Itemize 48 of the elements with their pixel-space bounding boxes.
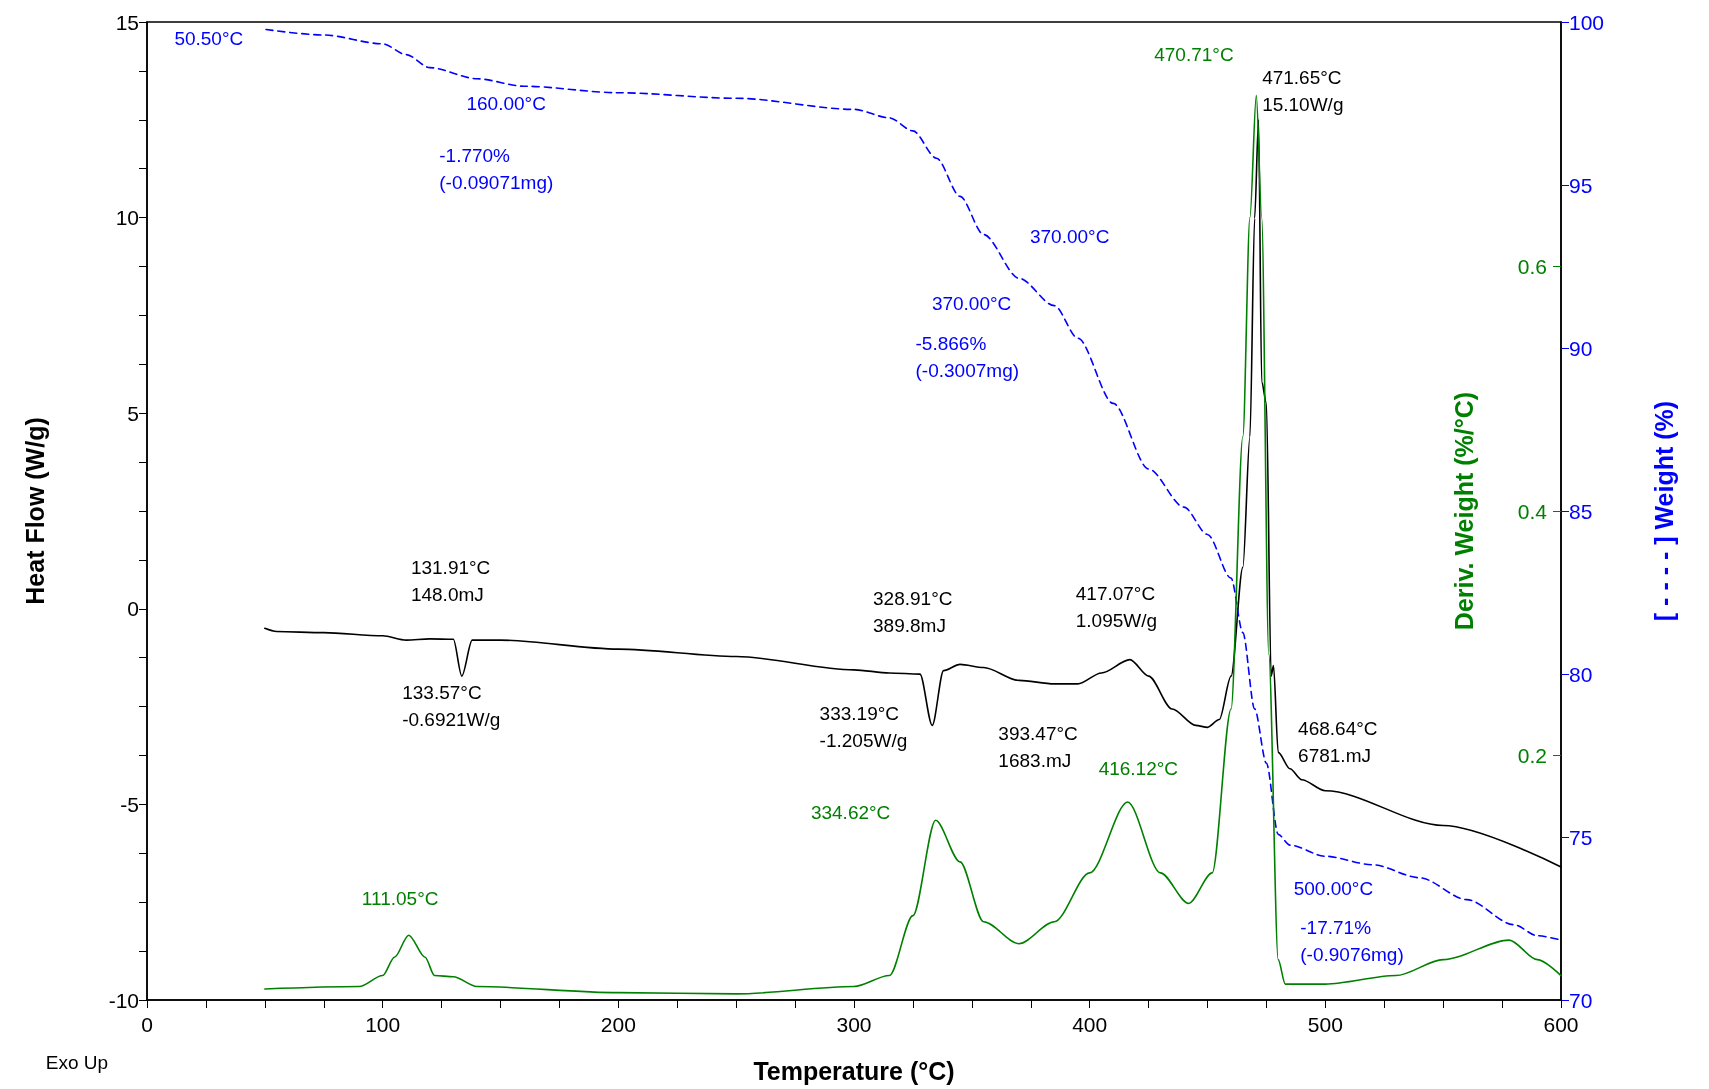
y-tick-label: -10 (108, 988, 139, 1012)
y2-tick-label: 90 (1569, 336, 1593, 360)
annotation: 370.00°C (931, 292, 1012, 314)
annotation: -5.866% (-0.3007mg) (915, 333, 1020, 382)
annotation: 133.57°C -0.6921W/g (402, 682, 501, 731)
x-tick-label: 100 (365, 1013, 401, 1036)
annotation: 470.71°C (1154, 44, 1234, 66)
y-axis-title: Heat Flow (W/g) (20, 417, 49, 605)
y2-tick-label: 70 (1569, 988, 1593, 1012)
annotation: 471.65°C 15.10W/g (1262, 67, 1344, 116)
y2-tick-label: 85 (1569, 499, 1593, 523)
annotation: 160.00°C (466, 93, 546, 115)
x-tick-label: 600 (1543, 1013, 1579, 1036)
annotation: 333.19°C -1.205W/g (819, 702, 908, 751)
annotation: 334.62°C (810, 801, 891, 823)
y3-tick-label: 0.2 (1517, 744, 1547, 767)
y-tick-label: -5 (120, 792, 139, 816)
annotation: 468.64°C 6781.mJ (1298, 717, 1378, 766)
y2-axis-title: [ - - - - ] Weight (%) (1649, 400, 1678, 622)
y2-tick-label: 75 (1569, 825, 1593, 849)
annotation: 393.47°C 1683.mJ (998, 723, 1078, 772)
y3-tick-label: 0.4 (1517, 499, 1548, 523)
annotation: 131.91°C 148.0mJ (410, 556, 491, 605)
annotation: 416.12°C (1098, 758, 1179, 780)
annotation: 50.50°C (174, 28, 244, 50)
text: Exo Up (45, 1051, 109, 1073)
y-tick-label: 5 (127, 401, 139, 425)
annotation: 417.07°C 1.095W/g (1075, 582, 1158, 631)
x-tick-label: 400 (1072, 1013, 1108, 1036)
annotation: 111.05°C (361, 888, 439, 910)
annotation: -1.770% (-0.09071mg) (439, 144, 554, 193)
annotation: 328.91°C 389.8mJ (873, 588, 953, 637)
y-tick-label: 15 (115, 10, 139, 34)
x-tick-label: 300 (836, 1013, 872, 1036)
x-tick-label: 500 (1307, 1013, 1343, 1036)
x-axis-title: Temperature (°C) (753, 1056, 955, 1085)
y3-axis-title: Deriv. Weight (%/°C) (1449, 391, 1478, 631)
y3-tick-label: 0.6 (1517, 255, 1547, 278)
y-tick-label: 10 (115, 206, 139, 230)
x-tick-label: 200 (600, 1013, 636, 1036)
y-tick-label: 0 (127, 597, 139, 621)
y2-tick-label: 100 (1569, 10, 1605, 34)
x-tick-label: 0 (141, 1013, 153, 1036)
y2-tick-label: 95 (1569, 173, 1593, 197)
annotation: 370.00°C (1029, 226, 1110, 248)
annotation: -17.71% (-0.9076mg) (1300, 917, 1404, 966)
annotation: 500.00°C (1293, 878, 1374, 900)
y2-tick-label: 80 (1569, 662, 1593, 686)
